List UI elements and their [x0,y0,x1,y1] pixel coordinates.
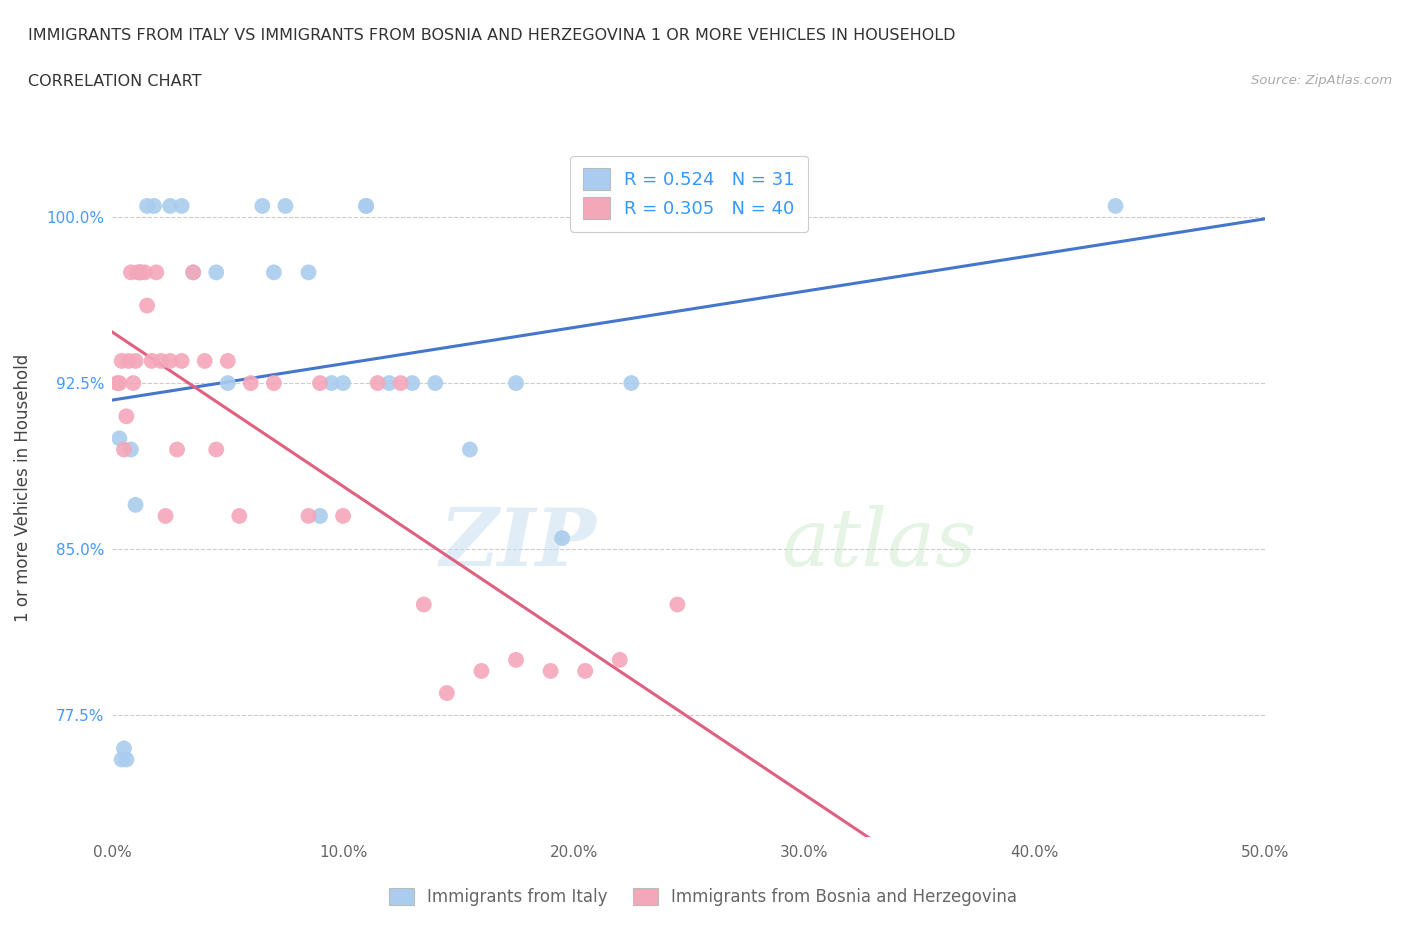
Point [136,299,159,313]
Point [551,531,574,546]
Point [412,597,434,612]
Point [239,376,262,391]
Point [1104,198,1126,213]
Legend: R = 0.524   N = 31, R = 0.305   N = 40: R = 0.524 N = 31, R = 0.305 N = 40 [571,155,807,232]
Point [321,376,343,391]
Point [205,265,228,280]
Point [436,685,458,700]
Point [540,663,562,678]
Point [217,376,239,391]
Point [666,597,689,612]
Point [228,509,250,524]
Point [129,265,152,280]
Point [129,265,152,280]
Point [574,663,596,678]
Point [609,653,631,668]
Point [170,353,193,368]
Point [505,376,527,391]
Point [194,353,217,368]
Point [124,353,146,368]
Point [263,376,285,391]
Point [108,376,131,391]
Point [389,376,412,391]
Point [378,376,401,391]
Point [145,265,167,280]
Point [108,431,131,445]
Point [115,752,138,767]
Text: CORRELATION CHART: CORRELATION CHART [28,74,201,89]
Text: atlas: atlas [782,505,977,583]
Point [252,198,274,213]
Point [112,741,135,756]
Point [120,442,142,457]
Point [134,265,156,280]
Point [122,376,145,391]
Point [159,198,181,213]
Point [354,198,377,213]
Text: ZIP: ZIP [440,505,596,583]
Point [309,376,332,391]
Point [115,409,138,424]
Point [112,442,135,457]
Point [263,265,285,280]
Text: IMMIGRANTS FROM ITALY VS IMMIGRANTS FROM BOSNIA AND HERZEGOVINA 1 OR MORE VEHICL: IMMIGRANTS FROM ITALY VS IMMIGRANTS FROM… [28,28,956,43]
Point [332,509,354,524]
Point [205,442,228,457]
Point [120,265,142,280]
Point [141,353,163,368]
Point [367,376,389,391]
Point [136,198,159,213]
Point [149,353,172,368]
Point [274,198,297,213]
Point [297,265,319,280]
Point [170,198,193,213]
Point [425,376,447,391]
Point [159,353,181,368]
Legend: Immigrants from Italy, Immigrants from Bosnia and Herzegovina: Immigrants from Italy, Immigrants from B… [382,881,1024,912]
Point [470,663,492,678]
Point [217,353,239,368]
Text: Source: ZipAtlas.com: Source: ZipAtlas.com [1251,74,1392,87]
Point [505,653,527,668]
Point [620,376,643,391]
Point [332,376,354,391]
Y-axis label: 1 or more Vehicles in Household: 1 or more Vehicles in Household [14,354,32,622]
Point [111,752,134,767]
Point [117,353,139,368]
Point [401,376,423,391]
Point [105,376,128,391]
Point [181,265,204,280]
Point [458,442,481,457]
Point [111,353,134,368]
Point [354,198,377,213]
Point [155,509,177,524]
Point [166,442,188,457]
Point [181,265,204,280]
Point [124,498,146,512]
Point [297,509,319,524]
Point [143,198,166,213]
Point [309,509,332,524]
Point [127,265,149,280]
